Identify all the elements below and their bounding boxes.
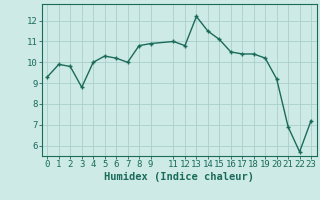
X-axis label: Humidex (Indice chaleur): Humidex (Indice chaleur) — [104, 172, 254, 182]
